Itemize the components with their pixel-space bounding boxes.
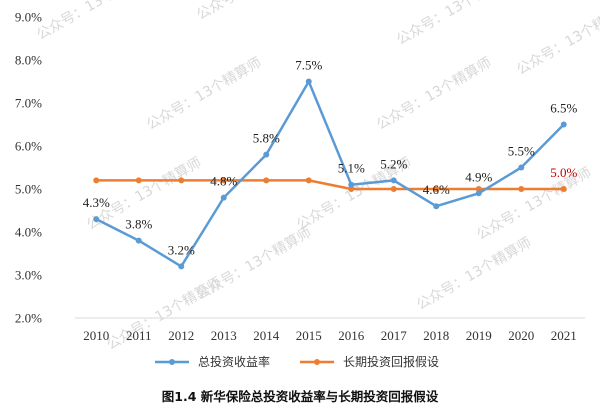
series-0-point [390, 177, 397, 184]
x-tick-label: 2019 [466, 328, 492, 343]
y-tick-label: 6.0% [15, 139, 42, 154]
data-label: 5.5% [508, 144, 535, 159]
series-0-point [518, 164, 525, 171]
data-label: 4.3% [83, 195, 110, 210]
series-0-point [475, 190, 482, 197]
series-1-point [93, 177, 100, 184]
series-1-point [305, 177, 312, 184]
series-0-point [348, 181, 355, 188]
x-tick-label: 2010 [83, 328, 109, 343]
data-label: 4.6% [423, 182, 450, 197]
data-label: 5.2% [380, 156, 407, 171]
series-1-point [263, 177, 270, 184]
data-label-layer: 4.3% 3.8% 3.2% 4.8% 5.8% 7.5% 5.1% 5.2% 4.6% 4.9%… [83, 58, 578, 258]
x-tick-label: 2018 [423, 328, 449, 343]
series-0-point [220, 194, 227, 201]
series-1-point [560, 186, 567, 192]
data-label: 3.2% [168, 242, 195, 257]
series-1-point [135, 177, 142, 184]
figure-caption: 图1.4 新华保险总投资收益率与长期投资回报假设 [162, 389, 439, 404]
y-tick-label: 7.0% [15, 96, 42, 111]
data-label: 3.8% [125, 217, 152, 232]
series-0-point [305, 78, 312, 85]
x-tick-label: 2012 [168, 328, 194, 343]
axis-layer: 2.0% 3.0% 4.0% 5.0% 6.0% 7.0% 8.0% 9.0% 2010 2011… [15, 10, 585, 343]
series-1-point [348, 186, 355, 192]
legend-label-0: 总投资收益率 [198, 354, 270, 369]
data-label: 5.1% [338, 161, 365, 176]
x-tick-label: 2016 [338, 328, 365, 343]
data-label: 4.8% [210, 174, 237, 189]
y-tick-label: 2.0% [15, 311, 42, 326]
y-tick-label: 5.0% [15, 182, 42, 197]
data-label: 5.0% [550, 165, 577, 180]
watermark-text: 公众号：13个精算师 [104, 275, 224, 354]
legend-label-1: 长期投资回报假设 [343, 354, 439, 369]
watermark-text: 公众号：13个精算师 [34, 0, 154, 43]
watermark-text: 公众号：13个精算师 [414, 235, 534, 314]
series-0-point [560, 121, 567, 128]
y-tick-label: 3.0% [15, 268, 42, 283]
series-line-0 [95, 80, 565, 268]
x-tick-label: 2017 [381, 328, 408, 343]
x-tick-label: 2011 [126, 328, 152, 343]
series-1-point [220, 177, 227, 184]
legend-marker-1 [314, 359, 320, 365]
series-0-point [178, 263, 185, 270]
data-label: 5.8% [253, 131, 280, 146]
series-0-point [263, 151, 270, 158]
watermark-text: 公众号：13个精算师 [144, 55, 264, 134]
x-tick-label: 2013 [211, 328, 237, 343]
watermark-text: 公众号：13个精算师 [194, 0, 314, 23]
series-1-point [475, 186, 482, 192]
series-0-point [93, 216, 100, 223]
series-1-point [390, 186, 397, 192]
watermark-text: 公众号：13个精算师 [514, 0, 600, 78]
data-label: 6.5% [550, 101, 577, 116]
y-tick-label: 8.0% [15, 53, 42, 68]
series-1-point [433, 186, 440, 192]
series-0-point [433, 203, 440, 210]
series-1-point [178, 177, 185, 184]
x-tick-label: 2015 [296, 328, 322, 343]
watermark-text: 公众号：13个精算师 [374, 55, 494, 134]
x-tick-label: 2014 [253, 328, 280, 343]
x-tick-label: 2020 [508, 328, 534, 343]
data-label: 4.9% [465, 169, 492, 184]
data-label: 7.5% [295, 58, 322, 73]
series-layer [93, 78, 567, 270]
legend-marker-0 [169, 359, 175, 365]
legend: 总投资收益率 长期投资回报假设 [155, 354, 439, 369]
series-1-point [518, 186, 525, 192]
y-tick-label: 4.0% [15, 225, 42, 240]
y-tick-label: 9.0% [15, 10, 42, 25]
watermark-text: 公众号：13个精算师 [394, 0, 514, 48]
series-0-point [135, 237, 142, 244]
x-tick-label: 2021 [551, 328, 577, 343]
